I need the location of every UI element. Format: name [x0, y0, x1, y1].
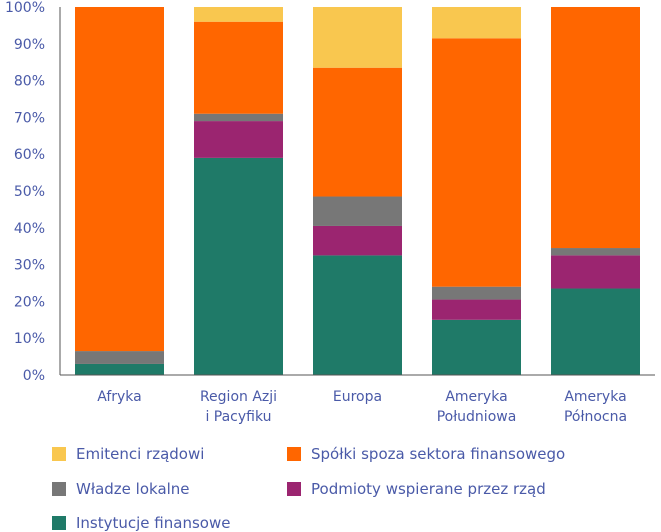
y-tick-label: 80% — [14, 74, 45, 90]
y-tick-label: 0% — [23, 368, 45, 384]
x-axis: Afryka Region Azji i Pacyfiku Europa Ameryka… — [60, 374, 655, 425]
bar-segment — [313, 7, 402, 68]
bar-segment — [551, 255, 640, 289]
bar-segment — [432, 319, 521, 375]
bar-segment — [194, 157, 283, 375]
legend-swatch — [287, 447, 301, 461]
bar-segment — [313, 225, 402, 256]
stacked-bar-chart: 0% 10% 20% 30% 40% 50% 60% 70% 80% 90% 100% Afryka… — [5, 0, 655, 425]
y-tick-label: 20% — [14, 294, 45, 310]
bar-segment — [194, 113, 283, 122]
bar-segment — [194, 21, 283, 114]
bar-segment — [432, 286, 521, 300]
bar-segment — [551, 288, 640, 375]
x-tick-label: Ameryka Północna — [564, 389, 627, 425]
legend-label: Instytucje finansowe — [76, 514, 231, 532]
legend-label: Emitenci rządowi — [76, 445, 205, 463]
bar-segment — [551, 248, 640, 256]
legend-item-spolki: Spółki spoza sektora finansowego — [287, 445, 565, 463]
bar-segment — [313, 67, 402, 197]
y-tick-label: 40% — [14, 221, 45, 237]
y-tick-label: 10% — [14, 331, 45, 347]
y-tick-label: 100% — [5, 0, 45, 16]
bar-segment — [432, 299, 521, 320]
y-tick-label: 50% — [14, 184, 45, 200]
bar-segment — [75, 351, 164, 364]
bar-segment — [194, 7, 283, 22]
y-axis: 0% 10% 20% 30% 40% 50% 60% 70% 80% 90% 100% — [5, 0, 61, 384]
legend: Emitenci rządowi Spółki spoza sektora fi… — [0, 440, 661, 532]
legend-label: Władze lokalne — [76, 480, 190, 498]
bar-segment — [432, 38, 521, 287]
y-tick-label: 60% — [14, 147, 45, 163]
legend-swatch — [52, 447, 66, 461]
legend-label: Podmioty wspierane przez rząd — [311, 480, 546, 498]
bar-segment — [551, 7, 640, 249]
bar-segment — [75, 7, 164, 352]
legend-item-wladze-lokalne: Władze lokalne — [52, 480, 190, 498]
x-tick-label: Ameryka Południowa — [437, 389, 517, 425]
x-tick-label: Region Azji i Pacyfiku — [200, 389, 277, 425]
legend-label: Spółki spoza sektora finansowego — [311, 445, 566, 463]
y-tick-label: 70% — [14, 110, 45, 126]
bar-area — [75, 7, 640, 375]
bar-segment — [75, 363, 164, 375]
bar-segment — [313, 255, 402, 375]
y-tick-label: 30% — [14, 258, 45, 274]
bar-segment — [194, 121, 283, 158]
legend-item-podmioty: Podmioty wspierane przez rząd — [287, 480, 546, 498]
legend-item-instytucje: Instytucje finansowe — [52, 514, 230, 532]
x-tick-label: Europa — [333, 389, 382, 405]
legend-item-emitenci-rzadowi: Emitenci rządowi — [52, 445, 204, 463]
legend-swatch — [287, 482, 301, 496]
bar-segment — [432, 7, 521, 39]
bar-segment — [313, 196, 402, 226]
legend-swatch — [52, 516, 66, 530]
y-tick-label: 90% — [14, 37, 45, 53]
legend-swatch — [52, 482, 66, 496]
x-tick-label: Afryka — [97, 389, 142, 405]
